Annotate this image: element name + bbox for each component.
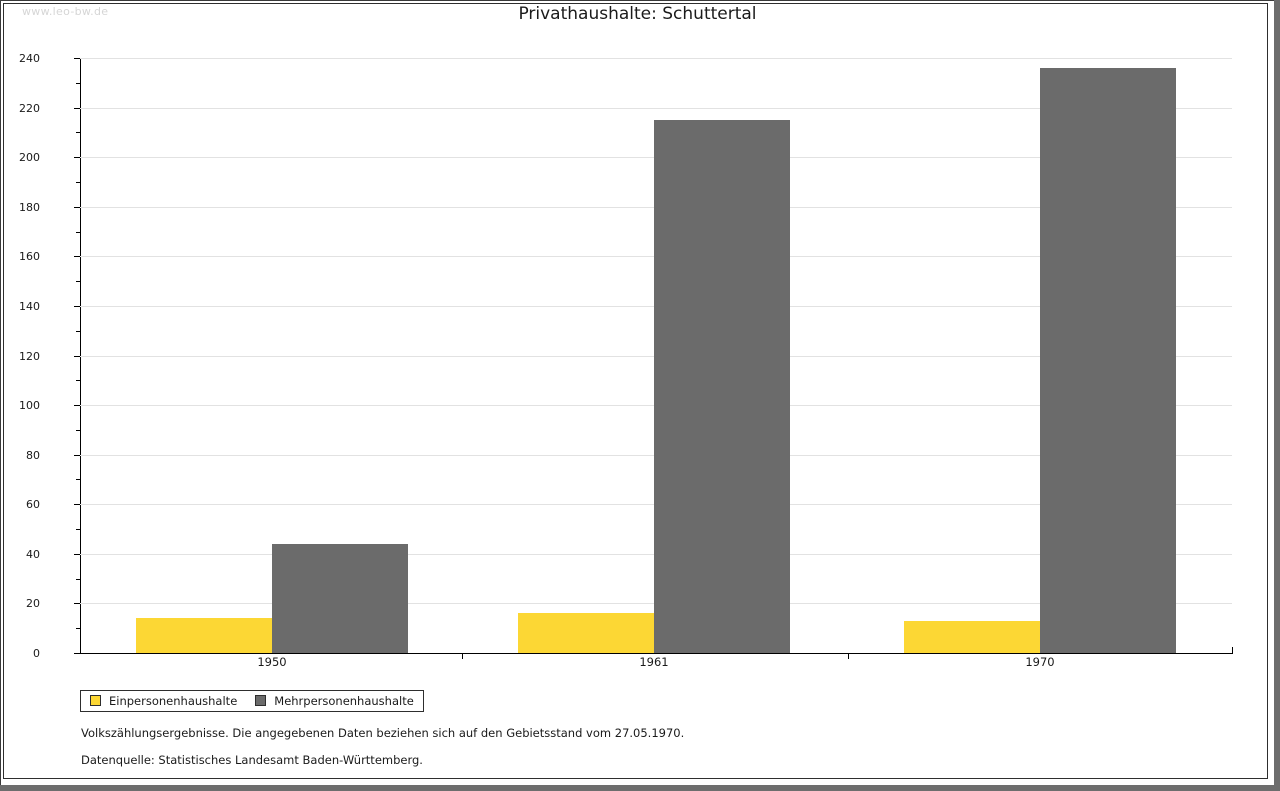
y-axis-tick-label: 140 [19,299,40,313]
bar-1961-einpersonenhaushalte[interactable] [518,613,654,653]
y-axis-minor-tick [76,181,80,183]
y-axis-label: Anzahl [0,79,41,97]
y-axis-tick-label: 240 [19,52,40,65]
y-axis-tick-label: 60 [26,498,40,512]
y-axis-major-tick [74,355,80,357]
legend-label-einpersonenhaushalte: Einpersonenhaushalte [109,693,238,708]
y-axis-major-tick [74,653,80,654]
y-axis-tick-label: 40 [26,547,40,561]
y-axis-tick-label: 160 [19,250,40,264]
plot-area: 0 20 40 60 80 100 120 140 160 180 200 220 240 [19,53,1232,659]
x-axis-tick-label-1950: 1950 [257,655,287,669]
y-axis-minor-tick [76,281,80,283]
y-gridline [80,58,1232,59]
y-axis-major-tick [74,58,80,59]
y-axis-tick-label: 0 [33,647,40,660]
bar-1970-einpersonenhaushalte[interactable] [904,620,1040,653]
chart-title: Privathaushalte: Schuttertal [518,4,757,24]
y-axis-major-tick [74,603,80,605]
legend-swatch-einpersonenhaushalte [90,695,101,706]
y-axis-minor-tick [76,132,80,134]
legend-item-mehrpersonenhaushalte[interactable]: Mehrpersonenhaushalte [255,694,414,708]
y-axis-tick-label: 200 [19,151,40,165]
y-axis-tick-label: 180 [19,200,40,214]
y-axis-tick-label: 220 [19,101,40,115]
y-axis-major-tick [74,305,80,307]
x-axis-tick-label-1961: 1961 [639,655,669,669]
bar-1950-einpersonenhaushalte[interactable] [136,618,272,653]
legend-swatch-mehrpersonenhaushalte [255,695,267,706]
x-axis-line [80,653,1233,654]
bar-1961-mehrpersonenhaushalte[interactable] [654,119,790,653]
y-axis-minor-tick [76,628,80,630]
y-axis-minor-tick [76,578,80,580]
footnote-datasource: Datenquelle: Statistisches Landesamt Bad… [81,753,423,767]
y-axis-minor-tick [76,82,80,84]
y-axis-minor-tick [76,529,80,531]
x-axis-tick-label-1970: 1970 [1025,655,1055,669]
y-axis-minor-tick [76,479,80,481]
frame-shadow-bottom [0,785,1280,791]
y-axis-tick-label: 120 [19,349,40,363]
y-axis-major-tick [74,206,80,208]
y-axis-major-tick [74,107,80,109]
y-axis-major-tick [74,256,80,258]
y-axis-major-tick [74,553,80,555]
chart-legend: Einpersonenhaushalte Mehrpersonenhaushal… [80,690,424,712]
bar-1970-mehrpersonenhaushalte[interactable] [1040,67,1176,653]
x-axis-tick [462,653,463,659]
y-axis-major-tick [74,157,80,159]
y-axis-tick-label: 80 [26,448,40,462]
y-axis-minor-tick [76,380,80,382]
watermark: www.leo-bw.de [22,5,109,18]
legend-item-einpersonenhaushalte[interactable]: Einpersonenhaushalte [90,694,237,708]
y-axis-minor-tick [76,330,80,332]
y-axis-major-tick [74,504,80,506]
x-axis-tick [848,653,849,659]
y-axis-minor-tick [76,231,80,233]
bar-1950-mehrpersonenhaushalte[interactable] [272,543,408,653]
legend-label-mehrpersonenhaushalte: Mehrpersonenhaushalte [274,693,414,708]
y-axis-major-tick [74,454,80,456]
y-axis-minor-tick [76,429,80,431]
x-axis-end-tick [80,647,81,653]
footnote-methodology: Volkszählungsergebnisse. Die angegebenen… [81,726,685,740]
x-axis-end-tick [1232,647,1233,653]
y-axis-major-tick [74,405,80,407]
y-gridline [80,107,1232,109]
y-axis-tick-label: 100 [19,399,40,413]
y-axis-tick-label: 20 [26,597,40,611]
frame-shadow-right [1274,0,1280,791]
